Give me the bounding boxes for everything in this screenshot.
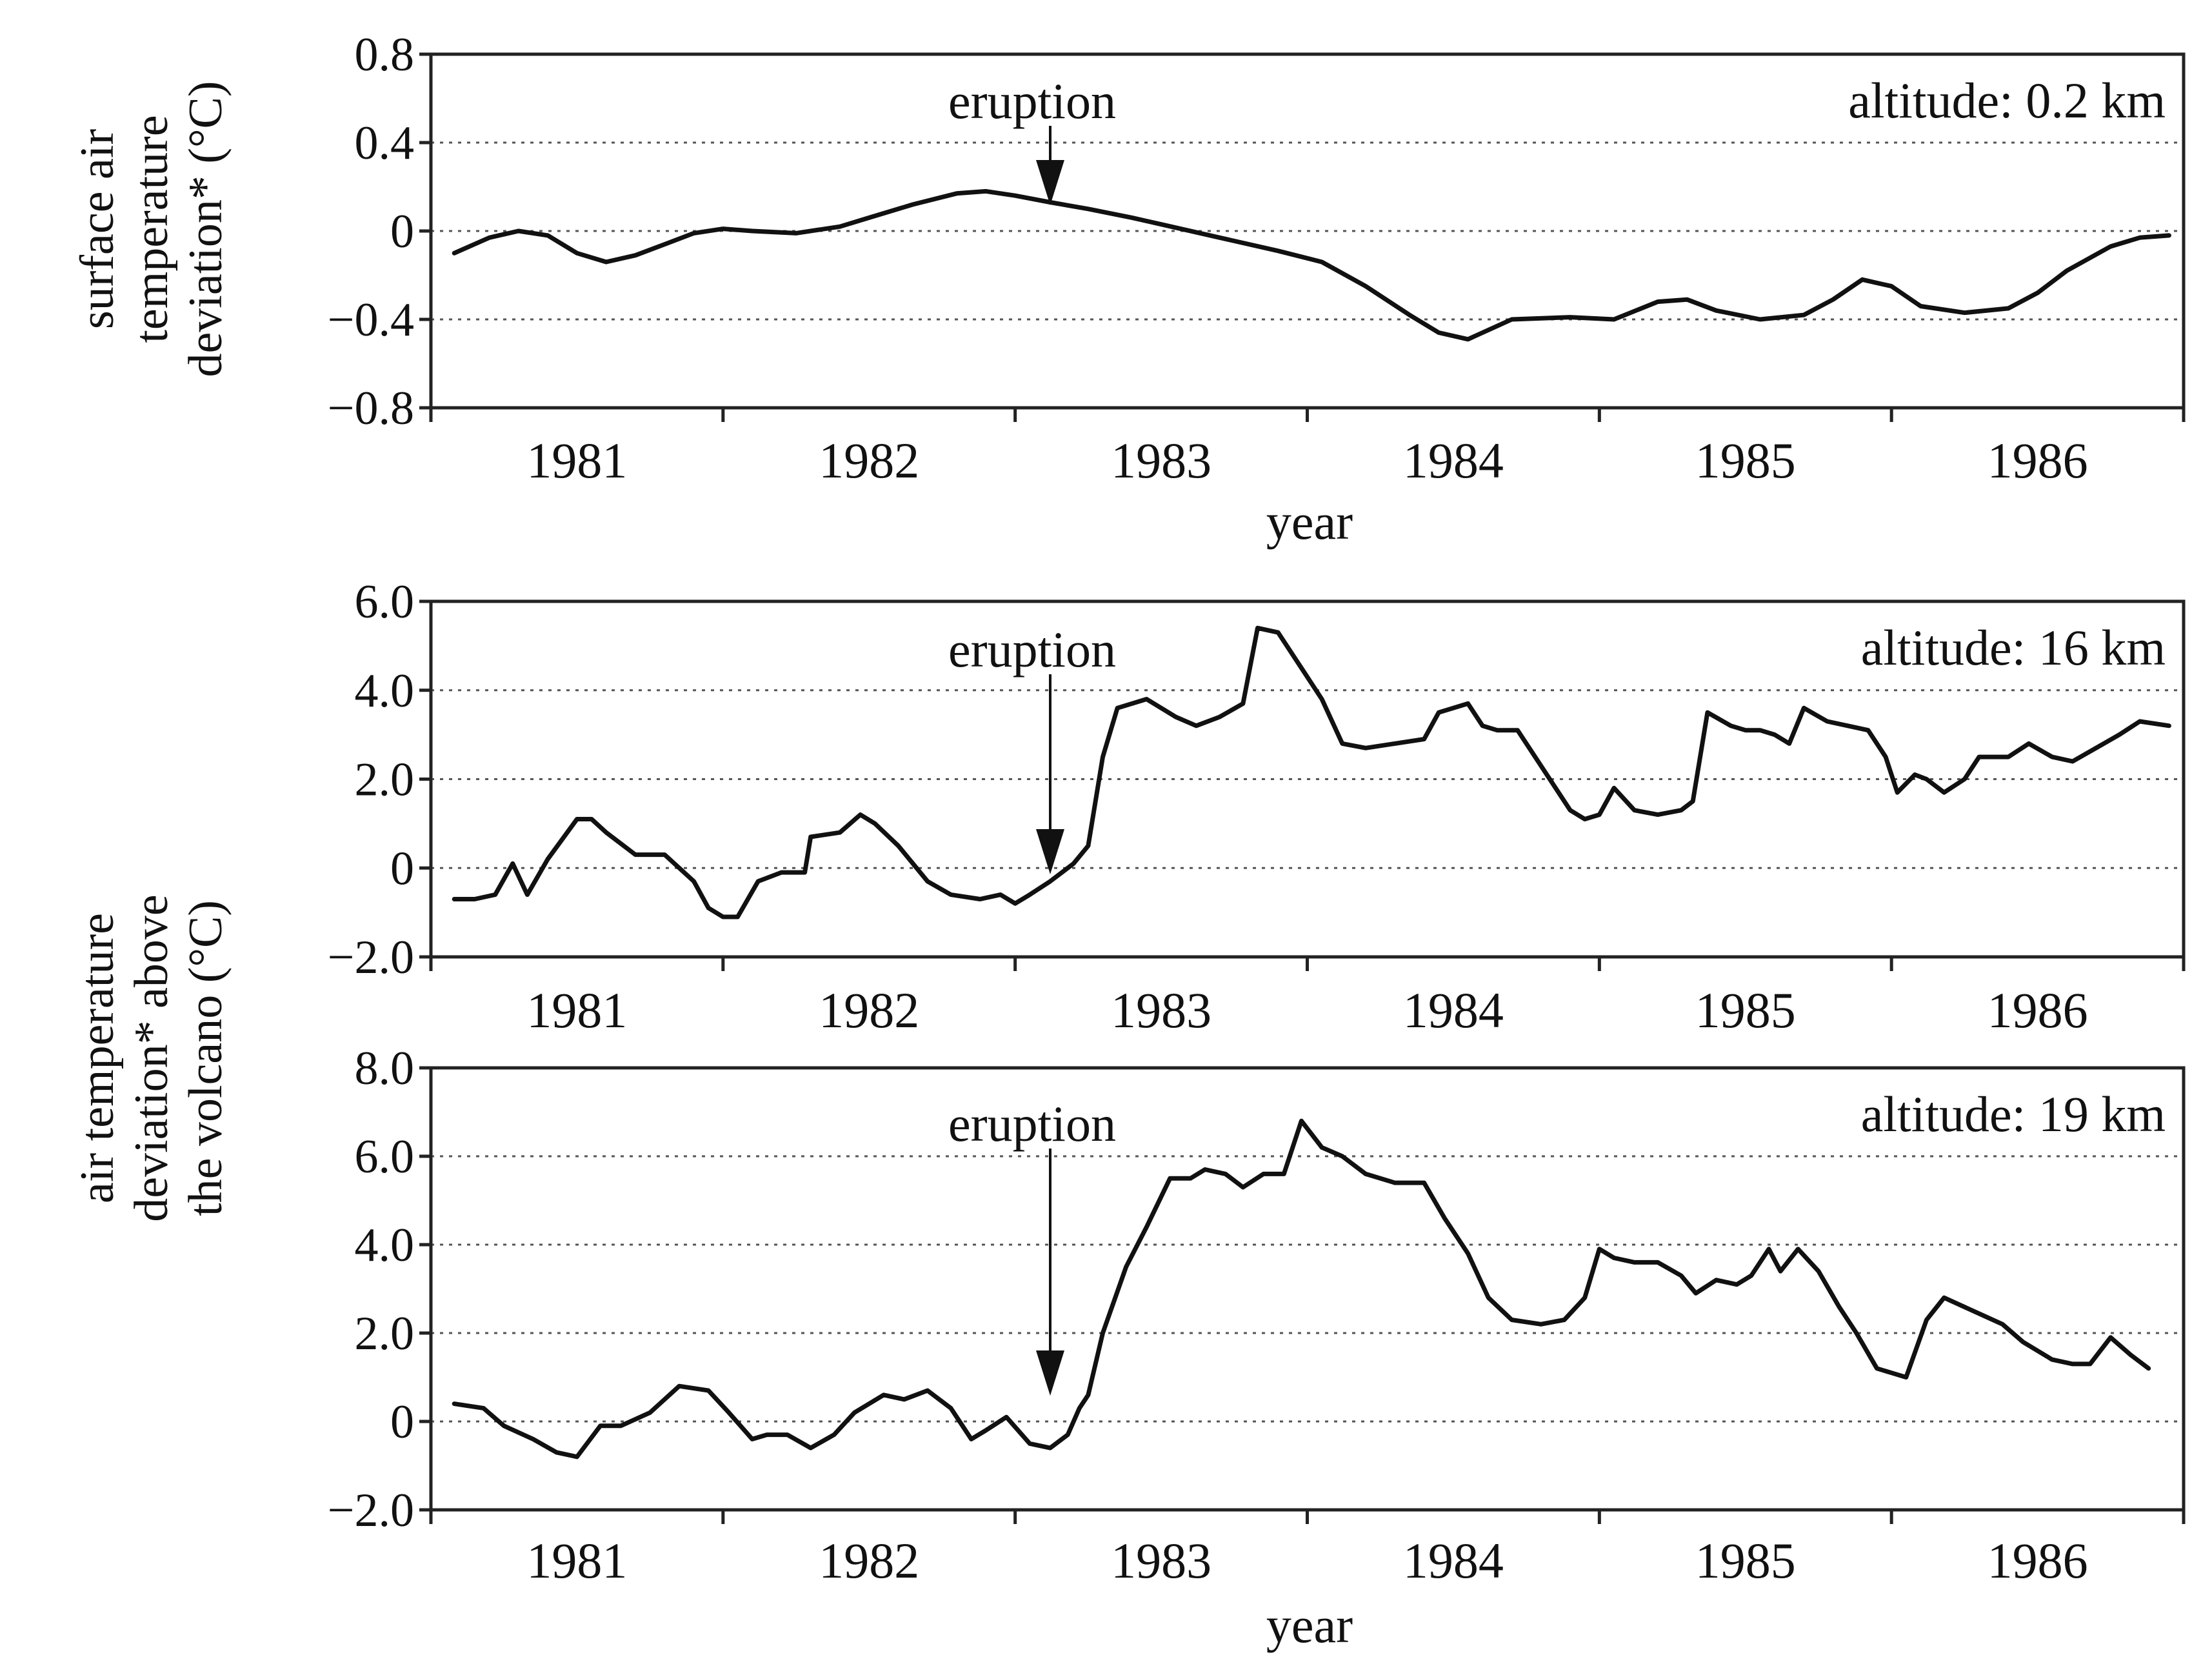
y-tick-label-4: 6.0 <box>355 576 415 628</box>
y-tick-label-1: −0.4 <box>328 294 414 346</box>
eruption-label: eruption <box>948 73 1116 129</box>
panel-altitude-19km: −2.0 0 2.0 4.0 6.0 8.0 1981 1982 1983 1984 1985 198… <box>328 1042 2186 1589</box>
x-tick-label-1: 1982 <box>819 982 919 1038</box>
x-tick-label-0: 1981 <box>526 432 627 488</box>
x-tick-label-2: 1983 <box>1111 982 1211 1038</box>
y-tick-label-2: 2.0 <box>355 1307 415 1360</box>
series-line-0 <box>452 625 2171 919</box>
y-tick-label-2: 0 <box>390 205 414 258</box>
y-axis-title-top: surface air temperature deviation* (°C) <box>71 81 232 377</box>
x-tick-label-2: 1983 <box>1111 432 1211 488</box>
y-tick-label-1: 0 <box>390 842 414 895</box>
y-tick-label-0: −2.0 <box>328 1484 414 1537</box>
y-axis-title-top-line-2: temperature <box>125 115 178 343</box>
x-tick-label-5: 1986 <box>1988 982 2088 1038</box>
y-tick-label-3: 4.0 <box>355 1219 415 1272</box>
x-axis-title-bottom: year <box>1266 1597 1353 1653</box>
series-line-0 <box>452 188 2171 342</box>
x-tick-label-3: 1984 <box>1403 432 1504 488</box>
x-tick-label-1: 1982 <box>819 432 919 488</box>
y-axis-title-bottom-line-1: air temperature <box>71 913 124 1203</box>
x-tick-label-3: 1984 <box>1403 982 1504 1038</box>
x-tick-label-3: 1984 <box>1403 1532 1504 1589</box>
x-tick-label-0: 1981 <box>526 982 627 1038</box>
eruption-arrow-head <box>1036 829 1065 874</box>
y-axis-title-top-line-3: deviation* (°C) <box>179 81 232 377</box>
panel-title: altitude: 19 km <box>1861 1086 2166 1142</box>
x-tick-label-4: 1985 <box>1695 432 1796 488</box>
y-tick-label-5: 8.0 <box>355 1042 415 1095</box>
panel-title: altitude: 16 km <box>1861 619 2166 676</box>
x-tick-label-2: 1983 <box>1111 1532 1211 1589</box>
series-line-0 <box>452 1118 2151 1460</box>
y-tick-label-0: −2.0 <box>328 931 414 984</box>
x-tick-label-5: 1986 <box>1988 432 2088 488</box>
eruption-label: eruption <box>948 621 1116 677</box>
y-tick-label-1: 0 <box>390 1396 414 1449</box>
panel-title: altitude: 0.2 km <box>1848 72 2166 128</box>
eruption-label: eruption <box>948 1096 1116 1152</box>
eruption-arrow-head <box>1036 160 1065 205</box>
x-axis-title-top: year <box>1266 494 1353 550</box>
panel-altitude-16km: −2.0 0 2.0 4.0 6.0 1981 1982 1983 1984 1985 1986 er… <box>328 576 2186 1038</box>
x-tick-label-4: 1985 <box>1695 1532 1796 1589</box>
y-axis-title-bottom-line-3: the volcano (°C) <box>179 900 232 1216</box>
y-axis-title-bottom: air temperature deviation* above the vol… <box>71 894 232 1222</box>
x-tick-label-5: 1986 <box>1988 1532 2088 1589</box>
x-tick-label-0: 1981 <box>526 1532 627 1589</box>
y-axis-title-bottom-line-2: deviation* above <box>125 894 178 1222</box>
eruption-arrow-head <box>1036 1350 1065 1396</box>
x-tick-label-1: 1982 <box>819 1532 919 1589</box>
y-tick-label-2: 2.0 <box>355 754 415 807</box>
y-axis-title-top-line-1: surface air <box>71 129 124 329</box>
panel-altitude-0-2km: −0.8 −0.4 0 0.4 0.8 1981 1982 1983 1984 1985 1986 e… <box>328 28 2186 488</box>
y-tick-label-3: 0.4 <box>355 117 415 170</box>
x-tick-label-4: 1985 <box>1695 982 1796 1038</box>
y-tick-label-4: 6.0 <box>355 1130 415 1183</box>
y-tick-label-0: −0.8 <box>328 382 414 435</box>
y-tick-label-3: 4.0 <box>355 665 415 718</box>
y-tick-label-4: 0.8 <box>355 28 415 81</box>
